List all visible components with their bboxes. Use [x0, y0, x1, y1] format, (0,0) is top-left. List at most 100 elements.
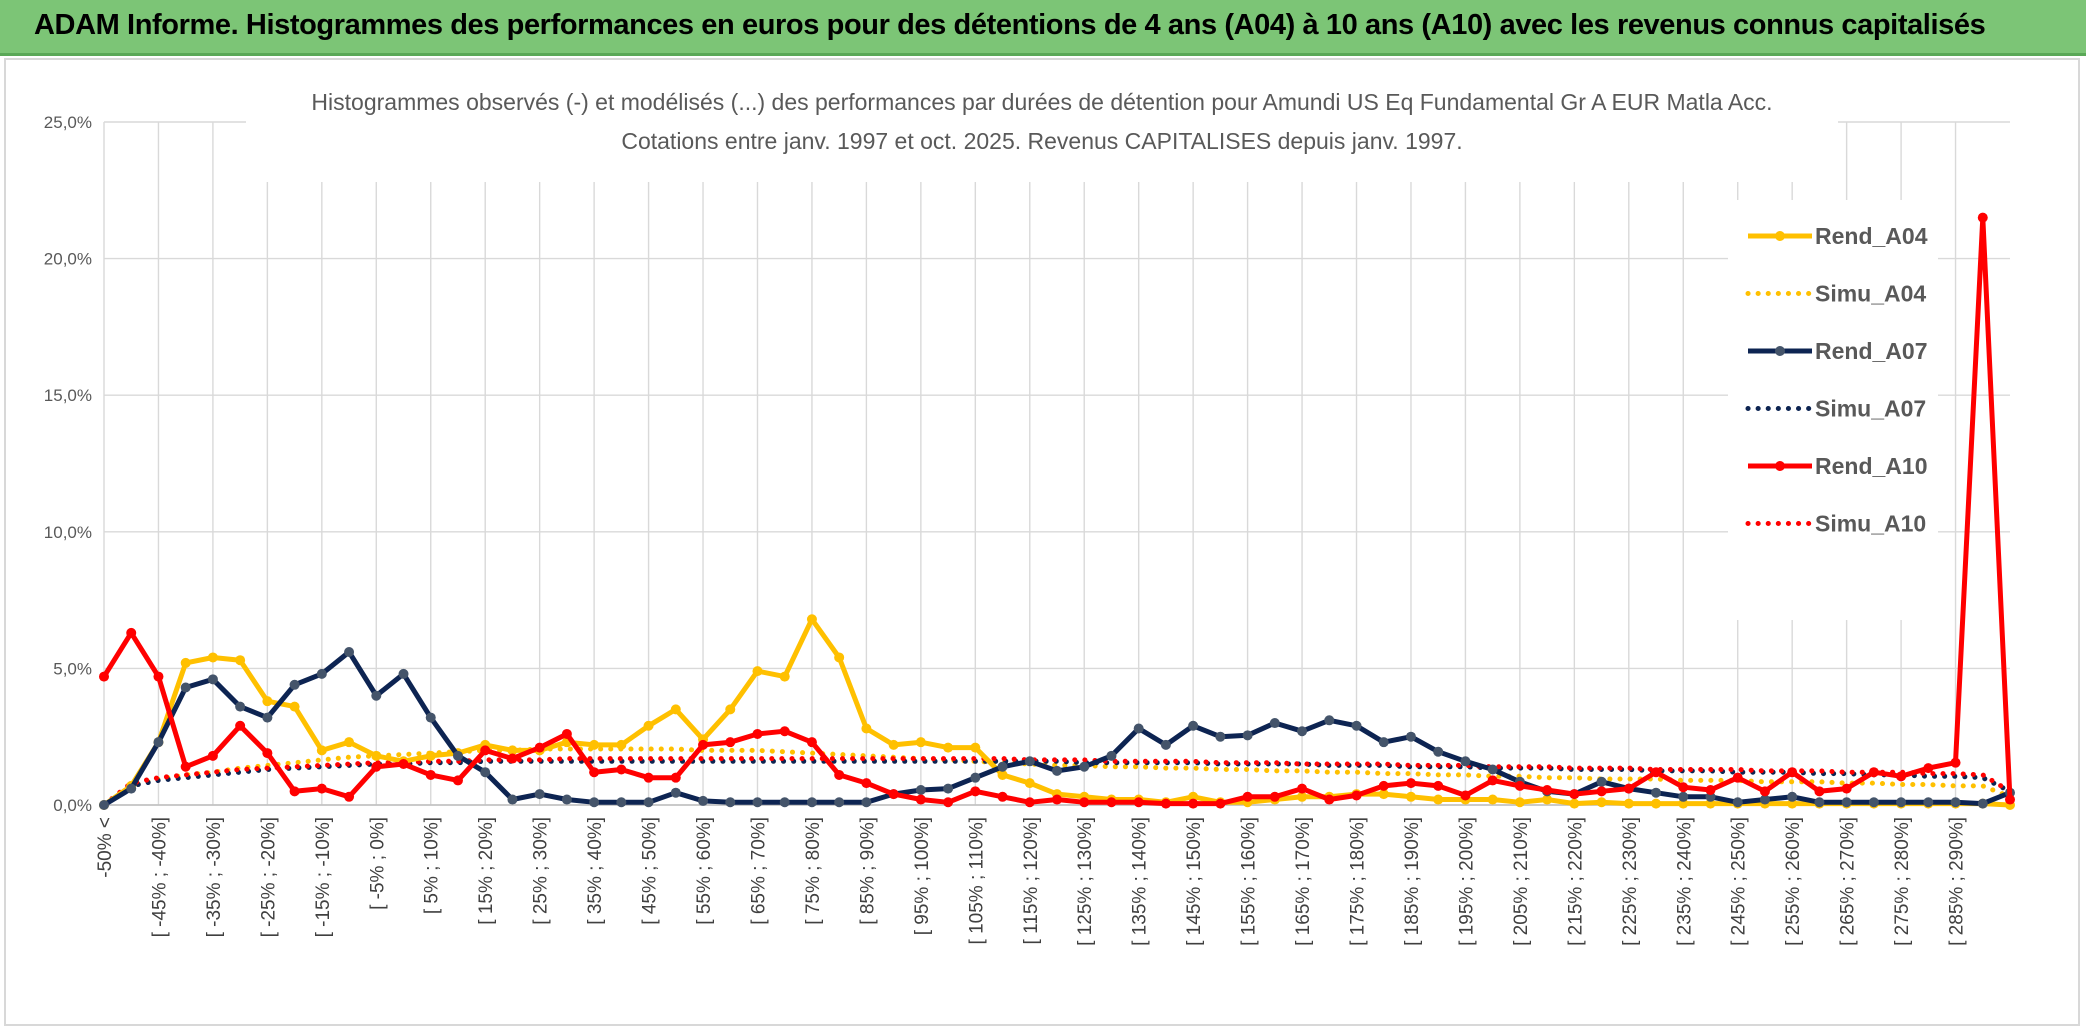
data-point — [1378, 737, 1389, 748]
data-point — [1297, 726, 1308, 737]
data-point — [1133, 797, 1144, 808]
data-point — [1324, 794, 1335, 805]
data-point — [1460, 756, 1471, 767]
data-point — [1160, 739, 1171, 750]
data-point — [1215, 731, 1226, 742]
data-point — [235, 701, 246, 712]
data-point — [1950, 797, 1961, 808]
legend-marker — [1775, 346, 1785, 356]
data-point — [1160, 798, 1171, 809]
data-point — [1896, 797, 1907, 808]
data-point — [1868, 767, 1879, 778]
data-point — [915, 794, 926, 805]
data-point — [1814, 797, 1825, 808]
data-point — [616, 797, 627, 808]
data-point — [834, 797, 845, 808]
data-point — [1623, 783, 1634, 794]
x-tick-label: [ -5% ; 0%] — [367, 817, 388, 910]
x-tick-label: [ 85% ; 90%] — [857, 817, 878, 925]
data-point — [725, 737, 736, 748]
data-point — [1269, 791, 1280, 802]
data-point — [371, 690, 382, 701]
x-tick-label: [ 175% ; 180%] — [1348, 817, 1369, 946]
legend-label: Simu_A10 — [1815, 511, 1926, 537]
data-point — [507, 794, 518, 805]
x-tick-label: [ 235% ; 240%] — [1674, 817, 1695, 946]
data-point — [861, 797, 872, 808]
data-point — [398, 759, 409, 770]
data-point — [1433, 746, 1444, 757]
data-point — [1024, 797, 1035, 808]
data-point — [1950, 757, 1961, 768]
data-point — [425, 750, 436, 761]
data-point — [1133, 723, 1144, 734]
data-point — [1324, 715, 1335, 726]
data-point — [99, 671, 109, 682]
data-point — [371, 750, 382, 761]
data-point — [943, 797, 954, 808]
legend-item-simu-a07: Simu_A07 — [1745, 396, 1926, 422]
chart-subtitle: Cotations entre janv. 1997 et oct. 2025.… — [621, 128, 1462, 154]
data-point — [1405, 791, 1416, 802]
legend-item-rend-a10: Rend_A10 — [1748, 453, 1927, 479]
data-point — [1487, 794, 1498, 805]
data-point — [1024, 778, 1035, 789]
data-point — [670, 787, 681, 798]
data-point — [153, 737, 164, 748]
data-point — [779, 797, 790, 808]
data-point — [997, 761, 1008, 772]
data-point — [480, 767, 491, 778]
series-rend-a10 — [99, 212, 2015, 809]
data-point — [1106, 750, 1117, 761]
x-tick-label: [ 115% ; 120%] — [1021, 817, 1042, 944]
data-point — [915, 737, 926, 748]
x-tick-label: [ 265% ; 270%] — [1838, 817, 1859, 946]
data-point — [2005, 794, 2015, 805]
data-point — [1841, 797, 1852, 808]
data-point — [207, 674, 218, 685]
data-point — [1351, 720, 1362, 731]
data-point — [616, 739, 627, 750]
data-point — [1814, 786, 1825, 797]
data-point — [752, 797, 763, 808]
x-tick-label: [ 5% ; 10%] — [422, 817, 443, 914]
data-point — [1923, 763, 1934, 774]
data-point — [1596, 776, 1607, 787]
data-point — [316, 745, 327, 756]
x-tick-label: [ 125% ; 130%] — [1075, 817, 1096, 946]
data-point — [1542, 794, 1553, 805]
data-point — [1542, 784, 1553, 795]
data-point — [834, 652, 845, 663]
data-point — [806, 614, 817, 625]
data-point — [262, 748, 273, 759]
data-point — [779, 671, 790, 682]
x-tick-label: [ 245% ; 250%] — [1729, 817, 1750, 946]
data-point — [235, 655, 246, 666]
data-point — [861, 723, 872, 734]
data-point — [1024, 756, 1035, 767]
data-point — [1052, 794, 1062, 805]
data-point — [1188, 720, 1199, 731]
legend-item-simu-a10: Simu_A10 — [1745, 511, 1926, 537]
data-point — [289, 679, 300, 690]
data-point — [1977, 212, 1988, 223]
y-tick-label: 10,0% — [44, 523, 92, 542]
data-point — [997, 791, 1008, 802]
data-point — [806, 737, 817, 748]
series-simu-a04 — [101, 746, 2013, 808]
data-point — [1079, 797, 1090, 808]
legend-label: Rend_A10 — [1815, 453, 1927, 479]
x-tick-label: [ 75% ; 80%] — [803, 817, 824, 925]
data-point — [371, 761, 382, 772]
data-point — [1841, 783, 1852, 794]
chart-title-background — [246, 72, 1838, 182]
data-point — [1678, 791, 1689, 802]
legend-item-rend-a04: Rend_A04 — [1748, 223, 1928, 249]
data-point — [1759, 786, 1770, 797]
data-point — [1514, 780, 1525, 791]
data-point — [1596, 786, 1607, 797]
legend-label: Rend_A04 — [1815, 223, 1928, 249]
y-tick-label: 20,0% — [44, 250, 92, 269]
data-point — [1923, 797, 1934, 808]
data-point — [316, 783, 327, 794]
